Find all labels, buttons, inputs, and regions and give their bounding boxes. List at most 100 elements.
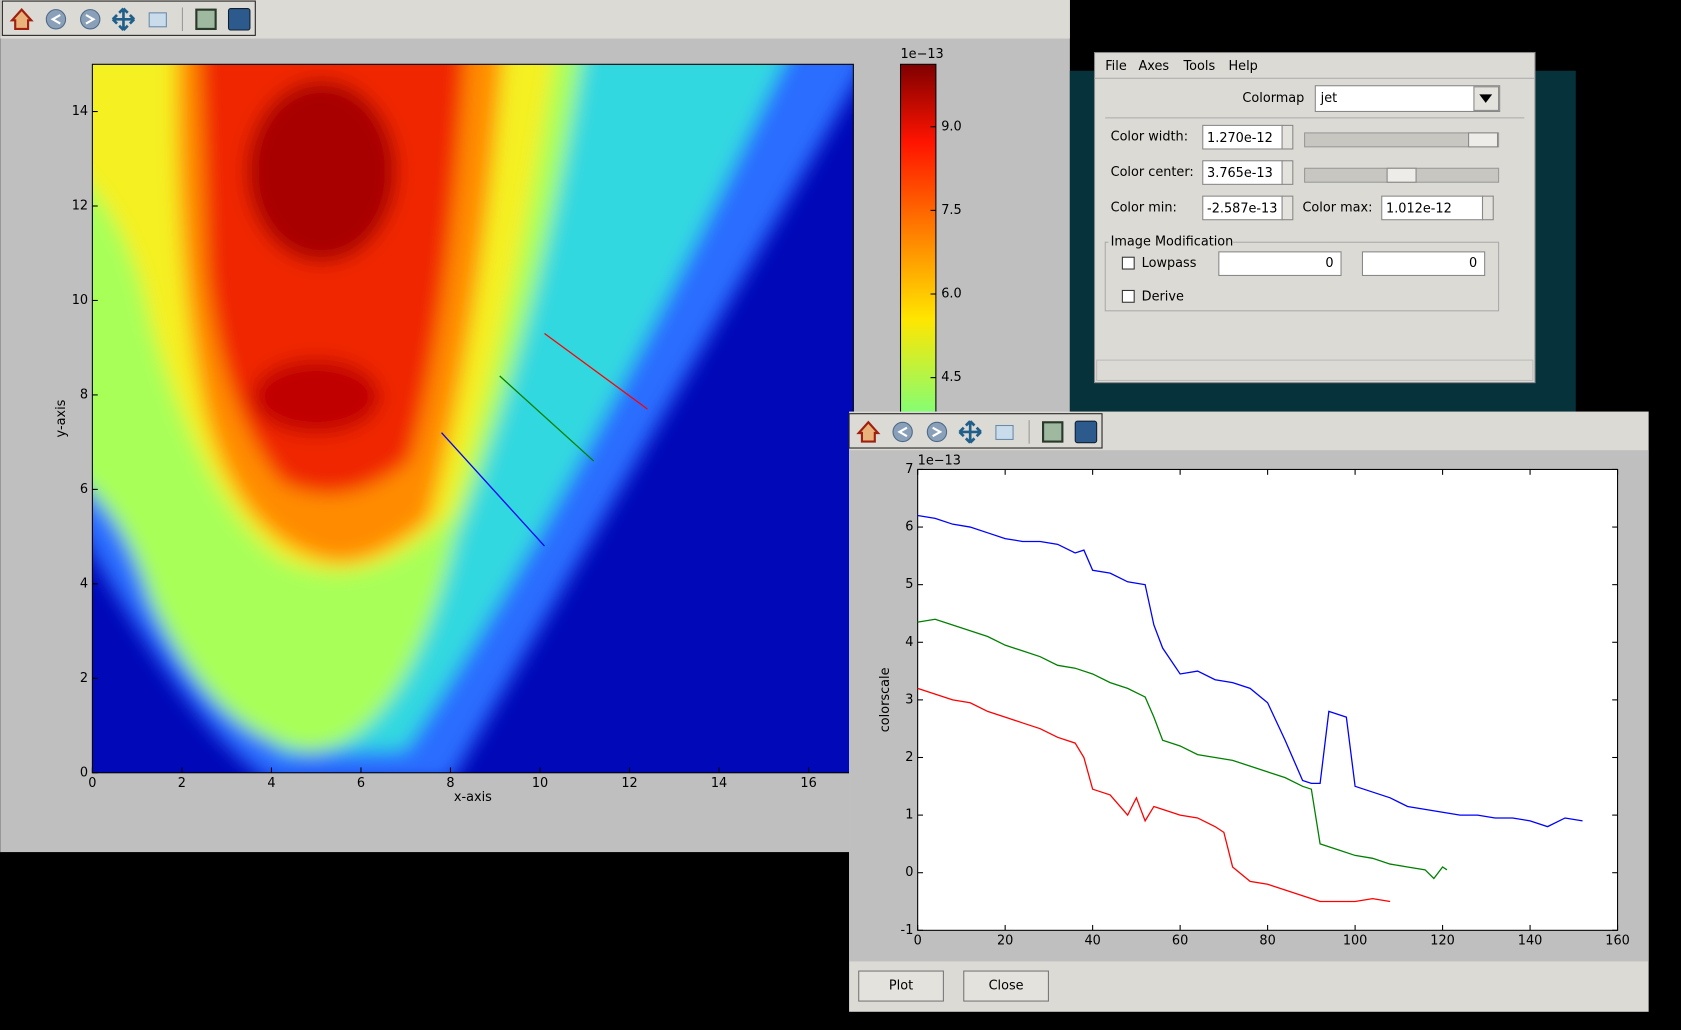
subplots-button[interactable]	[1041, 421, 1064, 443]
heatmap-image	[92, 64, 854, 773]
colorbar-tick-label: 9.0	[941, 119, 961, 134]
button[interactable]	[858, 970, 944, 1002]
y-tick-label: 1	[905, 808, 913, 823]
forward-button[interactable]	[80, 9, 101, 30]
y-tick-label: 6	[905, 520, 913, 535]
pan-button[interactable]	[111, 7, 136, 31]
group-box	[1104, 241, 1500, 312]
field-label: Color center:	[1111, 165, 1194, 180]
spin-buttons	[1281, 160, 1294, 185]
save-button[interactable]	[1074, 420, 1098, 444]
x-tick-label: 160	[1605, 934, 1630, 949]
y-axis-label: colorscale	[878, 667, 893, 732]
y-tick-label: 4	[80, 576, 88, 591]
lowpass-checkbox[interactable]	[1121, 256, 1135, 270]
forward-button[interactable]	[926, 421, 948, 443]
back-button[interactable]	[892, 421, 913, 443]
slider-track[interactable]	[1304, 132, 1500, 148]
save-button[interactable]	[227, 8, 251, 31]
y-tick-label: 6	[80, 482, 88, 497]
profile-line	[441, 432, 545, 547]
x-tick-label: 60	[1172, 934, 1188, 949]
axes-background	[917, 468, 1619, 931]
field-value: -2.587e-13	[1207, 202, 1277, 217]
colorbar-tick-label: 6.0	[941, 287, 961, 302]
series-line	[917, 514, 1583, 828]
x-tick-label: 6	[357, 776, 365, 791]
x-tick-label: 0	[88, 776, 96, 791]
x-tick-label: 8	[446, 776, 454, 791]
derive-checkbox[interactable]	[1121, 289, 1135, 303]
x-tick-label: 20	[997, 934, 1013, 949]
menu-item[interactable]: Axes	[1138, 59, 1169, 74]
y-tick-label: 12	[72, 199, 88, 214]
field-label: Color width:	[1111, 130, 1188, 145]
x-tick-label: 40	[1084, 934, 1100, 949]
colorbar-tick-label: 7.5	[941, 203, 961, 218]
back-button[interactable]	[45, 9, 67, 30]
spin-buttons	[1281, 195, 1294, 221]
x-tick-label: 16	[800, 776, 816, 791]
y-tick-label: 8	[80, 387, 88, 402]
subplots-button[interactable]	[195, 8, 217, 31]
colorbar-offset: 1e−13	[901, 47, 944, 62]
series-line	[917, 687, 1391, 903]
arrow-icon	[85, 14, 96, 25]
x-tick-label: 100	[1343, 934, 1368, 949]
arrow-icon	[50, 14, 61, 25]
colormap-value: jet	[1320, 91, 1338, 106]
colormap-combo[interactable]	[1314, 85, 1501, 113]
slider-handle	[1386, 167, 1417, 183]
heatmap-peak	[246, 80, 397, 263]
y-tick-label: 0	[905, 865, 913, 880]
button-label: Close	[989, 979, 1024, 994]
x-tick-label: 140	[1518, 934, 1543, 949]
home-button[interactable]	[856, 420, 881, 443]
menu-item[interactable]: File	[1105, 59, 1127, 74]
x-axis-label: x-axis	[454, 790, 492, 805]
lowpass-input[interactable]	[1361, 251, 1486, 276]
x-tick-label: 0	[914, 934, 922, 949]
zoom-button[interactable]	[148, 12, 167, 28]
y-tick-label: 2	[905, 750, 913, 765]
spin-buttons	[1281, 124, 1294, 150]
y-tick-label: 14	[72, 104, 88, 119]
y-tick-label: 0	[80, 765, 88, 780]
heatmap-layers	[92, 64, 854, 773]
spin-buttons	[1481, 195, 1494, 221]
y-axis-label: y-axis	[54, 399, 69, 437]
home-button[interactable]	[9, 8, 34, 31]
lowpass-input[interactable]	[1218, 251, 1342, 276]
arrow-icon	[897, 426, 908, 438]
heatmap-peak	[252, 359, 381, 435]
y-offset-label: 1e−13	[918, 453, 961, 468]
x-tick-label: 80	[1259, 934, 1275, 949]
x-tick-label: 4	[267, 776, 275, 791]
x-tick-label: 12	[621, 776, 637, 791]
field-value: 3.765e-13	[1207, 166, 1273, 181]
menu-item[interactable]: Tools	[1182, 59, 1215, 74]
profile-line	[499, 375, 595, 462]
x-tick-label: 10	[532, 776, 548, 791]
button[interactable]	[963, 970, 1049, 1002]
colormap-label: Colormap	[1242, 91, 1304, 106]
lowpass-value: 0	[1469, 256, 1477, 271]
group-title-bg	[1108, 234, 1233, 250]
colorbar-tick-label: 4.5	[941, 370, 961, 385]
x-tick-label: 120	[1430, 934, 1455, 949]
field-label: Color min:	[1111, 200, 1177, 215]
slider-handle	[1468, 132, 1499, 148]
profile-line	[544, 333, 648, 410]
y-tick-label: 7	[905, 462, 913, 477]
arrow-icon	[932, 426, 943, 438]
y-tick-label: 3	[905, 692, 913, 707]
menu-item[interactable]: Help	[1228, 59, 1257, 74]
x-tick-label: 2	[178, 776, 186, 791]
zoom-button[interactable]	[995, 424, 1014, 440]
y-tick-label: 2	[80, 671, 88, 686]
pan-button[interactable]	[958, 420, 982, 444]
field-value: 1.270e-12	[1207, 131, 1273, 146]
derive-label: Derive	[1142, 289, 1184, 304]
lowpass-label: Lowpass	[1142, 256, 1197, 271]
